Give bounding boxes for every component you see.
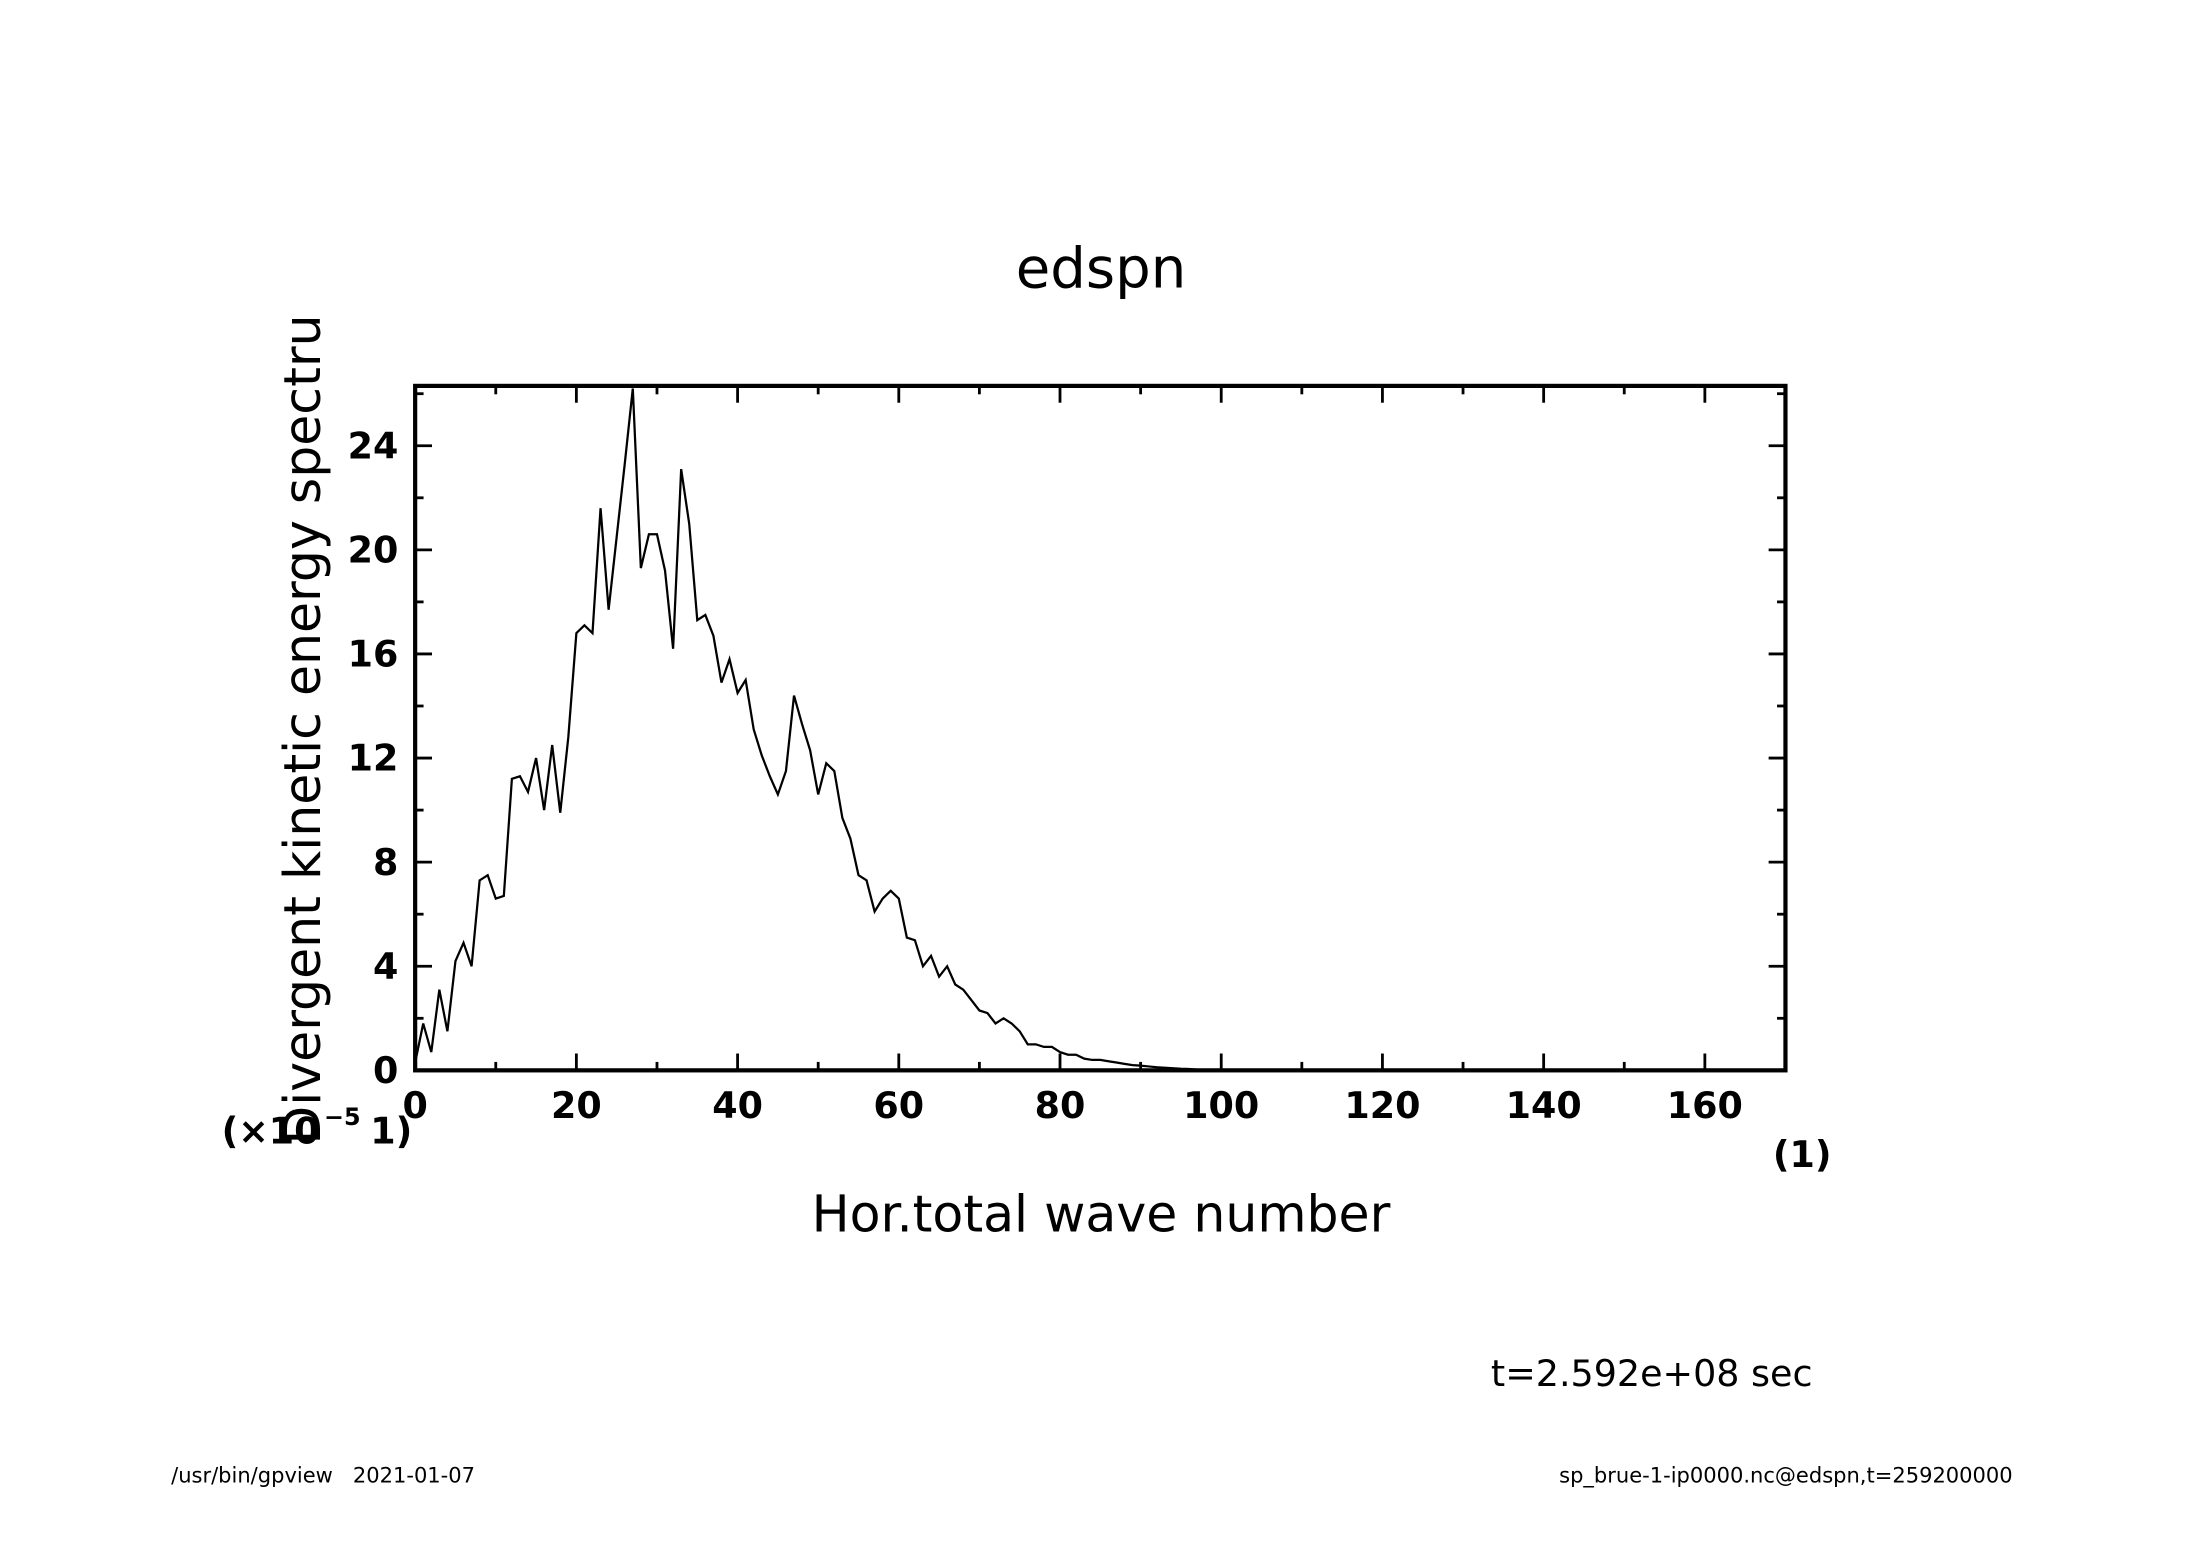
- y-unit-suffix: 1): [370, 1109, 412, 1152]
- plot-frame: [413, 383, 1788, 1073]
- y-tick-label: 8: [373, 841, 398, 884]
- y-tick-label: 24: [348, 424, 399, 467]
- annotation: t=2.592e+08 sec: [1491, 1352, 1813, 1395]
- x-tick-label: 0: [402, 1084, 427, 1127]
- x-tick-label: 60: [873, 1084, 924, 1127]
- chart-title: edspn: [1016, 237, 1186, 302]
- x-unit: (1): [1773, 1133, 1832, 1176]
- x-tick-label: 80: [1035, 1084, 1086, 1127]
- x-tick-label: 100: [1183, 1084, 1259, 1127]
- y-tick-label: 0: [373, 1049, 398, 1092]
- y-unit-prefix: (×10: [222, 1109, 320, 1152]
- x-axis-label: Hor.total wave number: [812, 1185, 1391, 1244]
- x-tick-label: 40: [712, 1084, 763, 1127]
- footer-left: /usr/bin/gpview 2021-01-07: [171, 1463, 475, 1488]
- y-tick-label: 20: [348, 528, 399, 571]
- y-tick-label: 4: [373, 945, 398, 988]
- x-tick-label: 160: [1667, 1084, 1743, 1127]
- y-tick-label: 12: [348, 737, 399, 780]
- y-axis-label: Divergent kinetic energy spectru: [273, 314, 332, 1144]
- x-tick-label: 140: [1506, 1084, 1582, 1127]
- x-tick-label: 20: [551, 1084, 602, 1127]
- footer-right: sp_brue-1-ip0000.nc@edspn,t=259200000: [1559, 1463, 2013, 1488]
- data-line: [414, 388, 1222, 1072]
- y-tick-label: 16: [348, 633, 399, 676]
- y-unit-exponent: −5: [324, 1103, 361, 1131]
- x-tick-label: 120: [1344, 1084, 1420, 1127]
